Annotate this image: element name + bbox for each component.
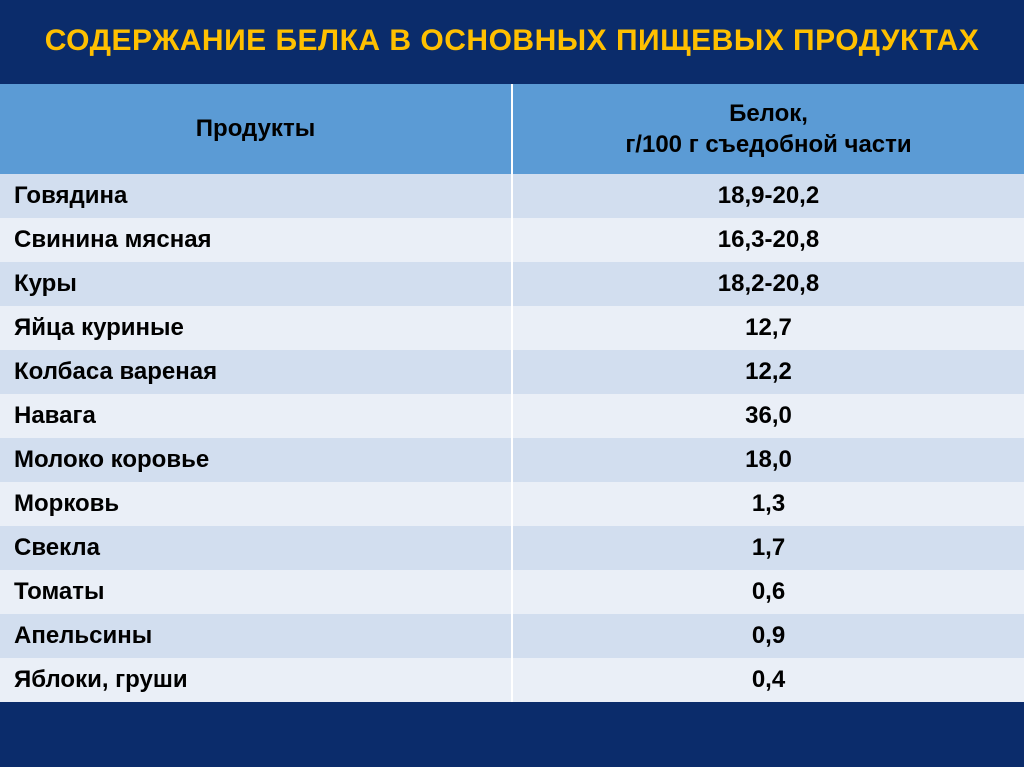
slide: СОДЕРЖАНИЕ БЕЛКА В ОСНОВНЫХ ПИЩЕВЫХ ПРОД… xyxy=(0,0,1024,767)
cell-value: 18,9-20,2 xyxy=(512,174,1024,218)
table-row: Морковь1,3 xyxy=(0,482,1024,526)
cell-value: 0,4 xyxy=(512,658,1024,702)
cell-value: 16,3-20,8 xyxy=(512,218,1024,262)
cell-product: Морковь xyxy=(0,482,512,526)
cell-product: Свекла xyxy=(0,526,512,570)
cell-product: Яблоки, груши xyxy=(0,658,512,702)
cell-value: 12,2 xyxy=(512,350,1024,394)
table-row: Свекла1,7 xyxy=(0,526,1024,570)
protein-table: Продукты Белок, г/100 г съедобной части … xyxy=(0,84,1024,702)
cell-product: Свинина мясная xyxy=(0,218,512,262)
table-row: Свинина мясная16,3-20,8 xyxy=(0,218,1024,262)
cell-value: 12,7 xyxy=(512,306,1024,350)
cell-product: Навага xyxy=(0,394,512,438)
table-row: Яйца куриные12,7 xyxy=(0,306,1024,350)
cell-value: 0,9 xyxy=(512,614,1024,658)
header-products: Продукты xyxy=(0,84,512,174)
table-row: Говядина18,9-20,2 xyxy=(0,174,1024,218)
cell-product: Яйца куриные xyxy=(0,306,512,350)
table-row: Яблоки, груши0,4 xyxy=(0,658,1024,702)
cell-value: 1,3 xyxy=(512,482,1024,526)
cell-value: 18,2-20,8 xyxy=(512,262,1024,306)
header-protein: Белок, г/100 г съедобной части xyxy=(512,84,1024,174)
table-header-row: Продукты Белок, г/100 г съедобной части xyxy=(0,84,1024,174)
slide-title: СОДЕРЖАНИЕ БЕЛКА В ОСНОВНЫХ ПИЩЕВЫХ ПРОД… xyxy=(0,0,1024,84)
table-body: Говядина18,9-20,2Свинина мясная16,3-20,8… xyxy=(0,174,1024,702)
cell-value: 1,7 xyxy=(512,526,1024,570)
cell-product: Молоко коровье xyxy=(0,438,512,482)
table-row: Апельсины0,9 xyxy=(0,614,1024,658)
table-row: Молоко коровье18,0 xyxy=(0,438,1024,482)
cell-product: Апельсины xyxy=(0,614,512,658)
cell-value: 0,6 xyxy=(512,570,1024,614)
table-row: Куры18,2-20,8 xyxy=(0,262,1024,306)
footer-strip xyxy=(0,741,1024,767)
cell-product: Томаты xyxy=(0,570,512,614)
cell-product: Куры xyxy=(0,262,512,306)
table-row: Колбаса вареная12,2 xyxy=(0,350,1024,394)
cell-product: Колбаса вареная xyxy=(0,350,512,394)
cell-product: Говядина xyxy=(0,174,512,218)
cell-value: 36,0 xyxy=(512,394,1024,438)
cell-value: 18,0 xyxy=(512,438,1024,482)
table-row: Навага36,0 xyxy=(0,394,1024,438)
table-container: Продукты Белок, г/100 г съедобной части … xyxy=(0,84,1024,742)
table-row: Томаты0,6 xyxy=(0,570,1024,614)
